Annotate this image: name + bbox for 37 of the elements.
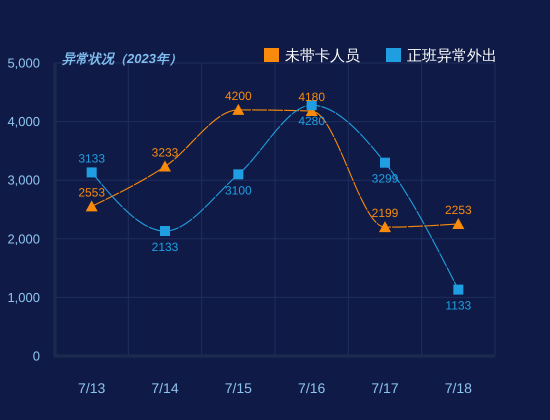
x-tick-label: 7/16	[298, 380, 326, 396]
data-label: 2553	[78, 185, 106, 200]
point	[452, 218, 464, 229]
point	[159, 160, 171, 172]
point	[233, 169, 244, 180]
y-tick-label: 1,000	[7, 290, 40, 305]
legend-label: 未带卡人员	[285, 48, 360, 64]
point	[232, 104, 244, 115]
data-label: 2133	[152, 240, 179, 254]
x-tick-label: 7/14	[151, 380, 179, 396]
y-tick-label: 3,000	[7, 172, 40, 188]
x-tick-label: 7/15	[224, 380, 252, 396]
point	[379, 221, 391, 232]
point	[86, 200, 98, 212]
data-label: 3133	[78, 151, 106, 166]
data-label: 3233	[152, 146, 179, 160]
point	[160, 226, 170, 236]
data-label: 2199	[372, 206, 399, 220]
point	[86, 167, 97, 178]
y-tick-label: 4,000	[7, 114, 40, 130]
point	[380, 158, 390, 168]
legend-label: 正班异常外出	[407, 48, 497, 64]
y-tick-label: 5,000	[7, 56, 40, 70]
chart-title: 异常状况（2023年）	[61, 51, 182, 66]
y-tick-label: 2,000	[7, 231, 40, 246]
point	[453, 284, 464, 295]
data-label: 4280	[298, 114, 326, 128]
y-tick-label: 0	[32, 348, 40, 364]
x-tick-label: 7/13	[78, 380, 106, 396]
data-label: 2253	[444, 202, 472, 217]
data-label: 3100	[224, 183, 252, 198]
data-label: 3299	[372, 172, 399, 186]
x-tick-label: 7/18	[444, 380, 472, 396]
data-label: 4200	[224, 88, 252, 103]
data-label: 1133	[445, 298, 472, 313]
x-tick-label: 7/17	[371, 380, 399, 396]
data-label: 4180	[298, 90, 326, 104]
